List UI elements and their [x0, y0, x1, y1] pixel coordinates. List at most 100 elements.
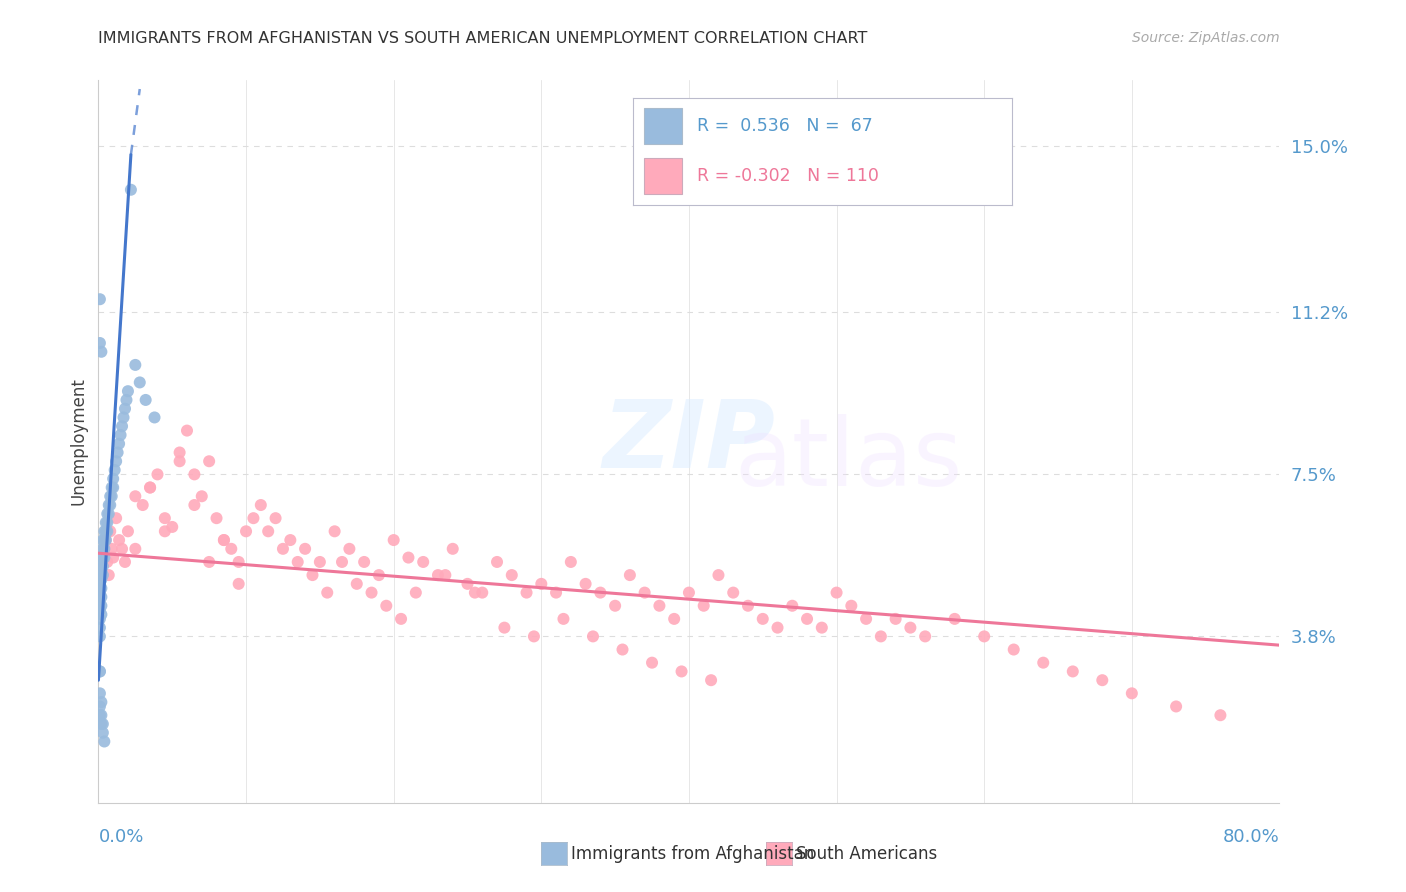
Point	[94, 524, 117, 539]
Point	[93, 734, 115, 748]
Text: R = -0.302   N = 110: R = -0.302 N = 110	[697, 168, 879, 186]
Point	[139, 481, 162, 495]
Point	[560, 555, 582, 569]
Point	[589, 585, 612, 599]
Point	[103, 481, 125, 495]
Point	[169, 445, 191, 459]
Point	[973, 629, 995, 643]
Point	[100, 481, 122, 495]
Point	[93, 533, 115, 547]
Bar	[644, 158, 682, 194]
Point	[264, 511, 287, 525]
Point	[108, 533, 131, 547]
Point	[139, 481, 162, 495]
Point	[280, 533, 302, 547]
Point	[115, 392, 138, 407]
Point	[132, 498, 155, 512]
Point	[382, 533, 405, 547]
Point	[89, 708, 111, 723]
Point	[242, 511, 264, 525]
Point	[100, 489, 122, 503]
Point	[943, 612, 966, 626]
Y-axis label: Unemployment: Unemployment	[69, 377, 87, 506]
Point	[309, 555, 332, 569]
Point	[737, 599, 759, 613]
Point	[398, 550, 420, 565]
Point	[353, 555, 375, 569]
Point	[471, 585, 494, 599]
Point	[100, 541, 122, 556]
Text: Immigrants from Afghanistan: Immigrants from Afghanistan	[571, 845, 814, 863]
Point	[664, 612, 686, 626]
Point	[330, 555, 353, 569]
Point	[1121, 686, 1143, 700]
Point	[105, 511, 128, 525]
Text: 80.0%: 80.0%	[1223, 828, 1279, 846]
Point	[257, 524, 280, 539]
Point	[191, 489, 214, 503]
Point	[316, 585, 339, 599]
Point	[94, 533, 117, 547]
Point	[671, 665, 693, 679]
Point	[176, 424, 198, 438]
Point	[619, 568, 641, 582]
Point	[553, 612, 575, 626]
Point	[124, 541, 146, 556]
Point	[90, 695, 112, 709]
Point	[94, 533, 117, 547]
Point	[914, 629, 936, 643]
Point	[1002, 642, 1025, 657]
Point	[89, 612, 111, 626]
Point	[183, 467, 205, 482]
Text: R =  0.536   N =  67: R = 0.536 N = 67	[697, 117, 873, 135]
Point	[89, 665, 111, 679]
Point	[825, 585, 848, 599]
Point	[183, 498, 205, 512]
Point	[405, 585, 427, 599]
Point	[346, 577, 368, 591]
Point	[91, 559, 114, 574]
Point	[90, 555, 112, 569]
Point	[91, 541, 114, 556]
Point	[128, 376, 150, 390]
Point	[104, 463, 127, 477]
Point	[103, 550, 125, 565]
Point	[648, 599, 671, 613]
Point	[89, 594, 111, 608]
Point	[678, 585, 700, 599]
Point	[360, 585, 382, 599]
Point	[457, 577, 479, 591]
Point	[89, 621, 111, 635]
Point	[605, 599, 627, 613]
Point	[501, 568, 523, 582]
Point	[169, 454, 191, 468]
Point	[120, 183, 142, 197]
Point	[250, 498, 273, 512]
Point	[464, 585, 486, 599]
Point	[323, 524, 346, 539]
Point	[89, 686, 111, 700]
Point	[287, 555, 309, 569]
Point	[634, 585, 657, 599]
Point	[98, 489, 121, 503]
Text: 0.0%: 0.0%	[98, 828, 143, 846]
Point	[198, 555, 221, 569]
Point	[441, 541, 464, 556]
Point	[91, 568, 114, 582]
Point	[93, 524, 115, 539]
Point	[766, 621, 789, 635]
Point	[870, 629, 893, 643]
Point	[105, 454, 128, 468]
Point	[546, 585, 568, 599]
Point	[90, 599, 112, 613]
Point	[89, 585, 111, 599]
Text: IMMIGRANTS FROM AFGHANISTAN VS SOUTH AMERICAN UNEMPLOYMENT CORRELATION CHART: IMMIGRANTS FROM AFGHANISTAN VS SOUTH AME…	[98, 31, 868, 46]
Point	[523, 629, 546, 643]
Point	[114, 555, 136, 569]
Point	[110, 428, 132, 442]
Point	[89, 699, 111, 714]
Point	[90, 607, 112, 622]
Point	[162, 520, 183, 534]
Point	[782, 599, 804, 613]
Point	[91, 725, 114, 739]
